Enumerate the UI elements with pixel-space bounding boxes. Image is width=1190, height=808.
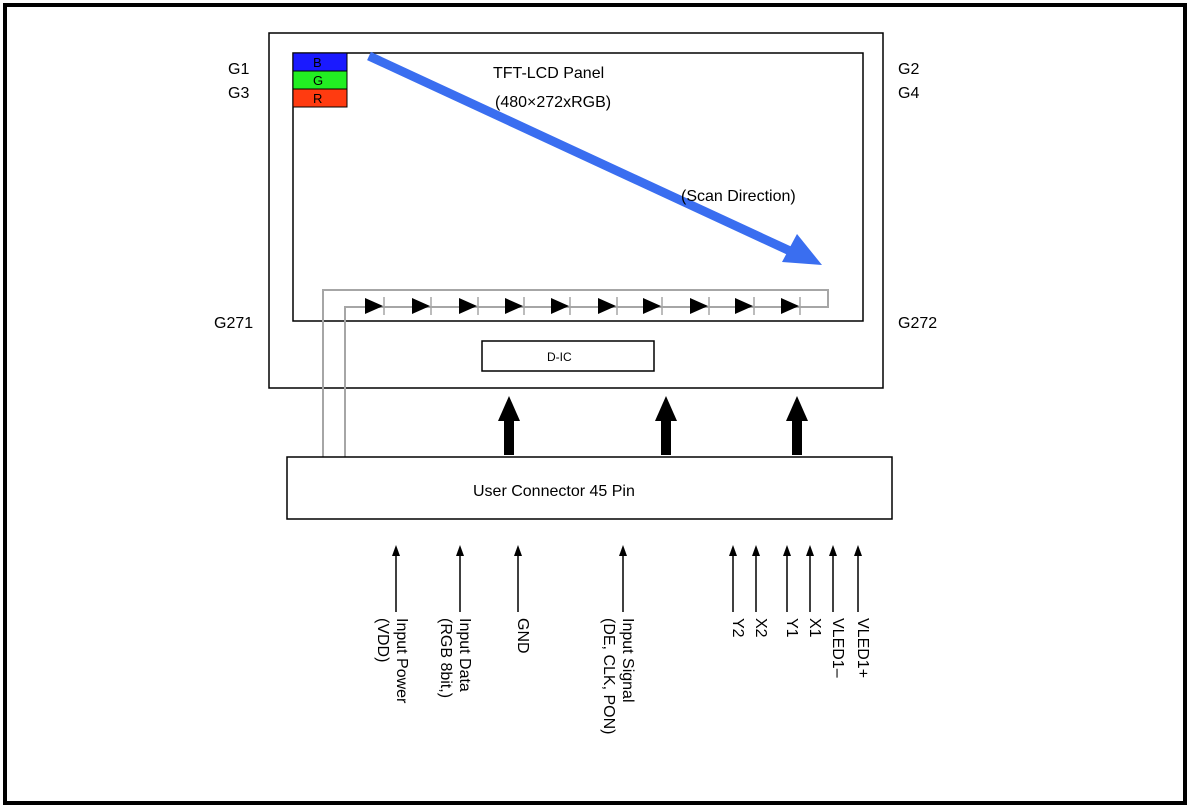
signal-label-line: Input Data bbox=[456, 618, 473, 692]
driver-ic-box bbox=[481, 340, 655, 372]
pixel-red bbox=[292, 88, 348, 108]
bus-arrow bbox=[655, 396, 677, 455]
module-outline bbox=[268, 32, 884, 389]
signal-label-line: GND bbox=[514, 618, 531, 654]
bus-arrow bbox=[786, 396, 808, 455]
diode bbox=[643, 297, 663, 315]
signal-label-line: X1 bbox=[806, 618, 823, 638]
signal-label: Input Signal(DE, CLK, PON) bbox=[600, 618, 636, 734]
driver-ic-label: D-IC bbox=[547, 350, 572, 364]
diode bbox=[551, 297, 571, 315]
gate-wire-outer bbox=[322, 289, 829, 462]
signal-arrow bbox=[514, 545, 522, 612]
signal-label-line: VLED1+ bbox=[854, 618, 871, 678]
signal-arrows bbox=[392, 545, 862, 612]
panel-resolution: (480×272xRGB) bbox=[495, 94, 611, 111]
user-connector-box bbox=[286, 456, 893, 520]
signal-labels: Input Power(VDD) Input Data(RGB 8bit,) GND… bbox=[374, 618, 871, 734]
signal-arrow bbox=[854, 545, 862, 612]
diode bbox=[598, 297, 618, 315]
diode bbox=[781, 297, 801, 315]
scan-direction-arrow bbox=[367, 51, 822, 265]
user-connector-label: User Connector 45 Pin bbox=[473, 483, 635, 500]
scan-direction-label: (Scan Direction) bbox=[681, 188, 796, 205]
gate-label-g271: G271 bbox=[214, 315, 253, 332]
signal-label-line: X2 bbox=[752, 618, 769, 638]
gate-label-g4: G4 bbox=[898, 85, 919, 102]
signal-label: GND bbox=[514, 618, 531, 654]
pixel-red-label: R bbox=[313, 91, 322, 106]
diode bbox=[365, 297, 385, 315]
signal-label-line: (DE, CLK, PON) bbox=[600, 618, 617, 734]
diode-chain bbox=[365, 297, 801, 315]
signal-label: Input Data(RGB 8bit,) bbox=[437, 618, 473, 698]
panel-active-area bbox=[292, 52, 864, 322]
signal-label-line: Y2 bbox=[729, 618, 746, 638]
signal-label-line: (VDD) bbox=[374, 618, 391, 662]
signal-label-line: (RGB 8bit,) bbox=[437, 618, 454, 698]
outer-frame bbox=[3, 3, 1187, 805]
gate-wire-inner bbox=[344, 306, 810, 462]
signal-label-line: Input Signal bbox=[619, 618, 636, 703]
signal-arrow bbox=[392, 545, 400, 612]
diode bbox=[505, 297, 525, 315]
diode bbox=[735, 297, 755, 315]
signal-arrow bbox=[456, 545, 464, 612]
gate-label-g2: G2 bbox=[898, 61, 919, 78]
signal-arrow bbox=[619, 545, 627, 612]
signal-label-line: Input Power bbox=[393, 618, 410, 704]
pixel-green-label: G bbox=[313, 73, 323, 88]
signal-arrow bbox=[783, 545, 791, 612]
gate-label-g1: G1 bbox=[228, 61, 249, 78]
signal-label: X2 bbox=[752, 618, 769, 638]
signal-arrow bbox=[806, 545, 814, 612]
diode bbox=[690, 297, 710, 315]
bus-arrows bbox=[498, 396, 808, 455]
signal-label: Input Power(VDD) bbox=[374, 618, 410, 704]
pixel-blue-label: B bbox=[313, 55, 322, 70]
signal-label: VLED1– bbox=[829, 618, 846, 678]
signal-arrow bbox=[729, 545, 737, 612]
diode bbox=[459, 297, 479, 315]
signal-label: X1 bbox=[806, 618, 823, 638]
signal-label: Y2 bbox=[729, 618, 746, 638]
signal-label: Y1 bbox=[783, 618, 800, 638]
signal-label-line: Y1 bbox=[783, 618, 800, 638]
pixel-stack: B G R bbox=[292, 52, 348, 108]
gate-wires bbox=[322, 289, 829, 462]
diode bbox=[412, 297, 432, 315]
signal-label: VLED1+ bbox=[854, 618, 871, 678]
signal-arrow bbox=[829, 545, 837, 612]
signal-label-line: VLED1– bbox=[829, 618, 846, 678]
signal-arrow bbox=[752, 545, 760, 612]
gate-label-g272: G272 bbox=[898, 315, 937, 332]
bus-arrow bbox=[498, 396, 520, 455]
panel-title: TFT-LCD Panel bbox=[493, 65, 604, 82]
gate-label-g3: G3 bbox=[228, 85, 249, 102]
